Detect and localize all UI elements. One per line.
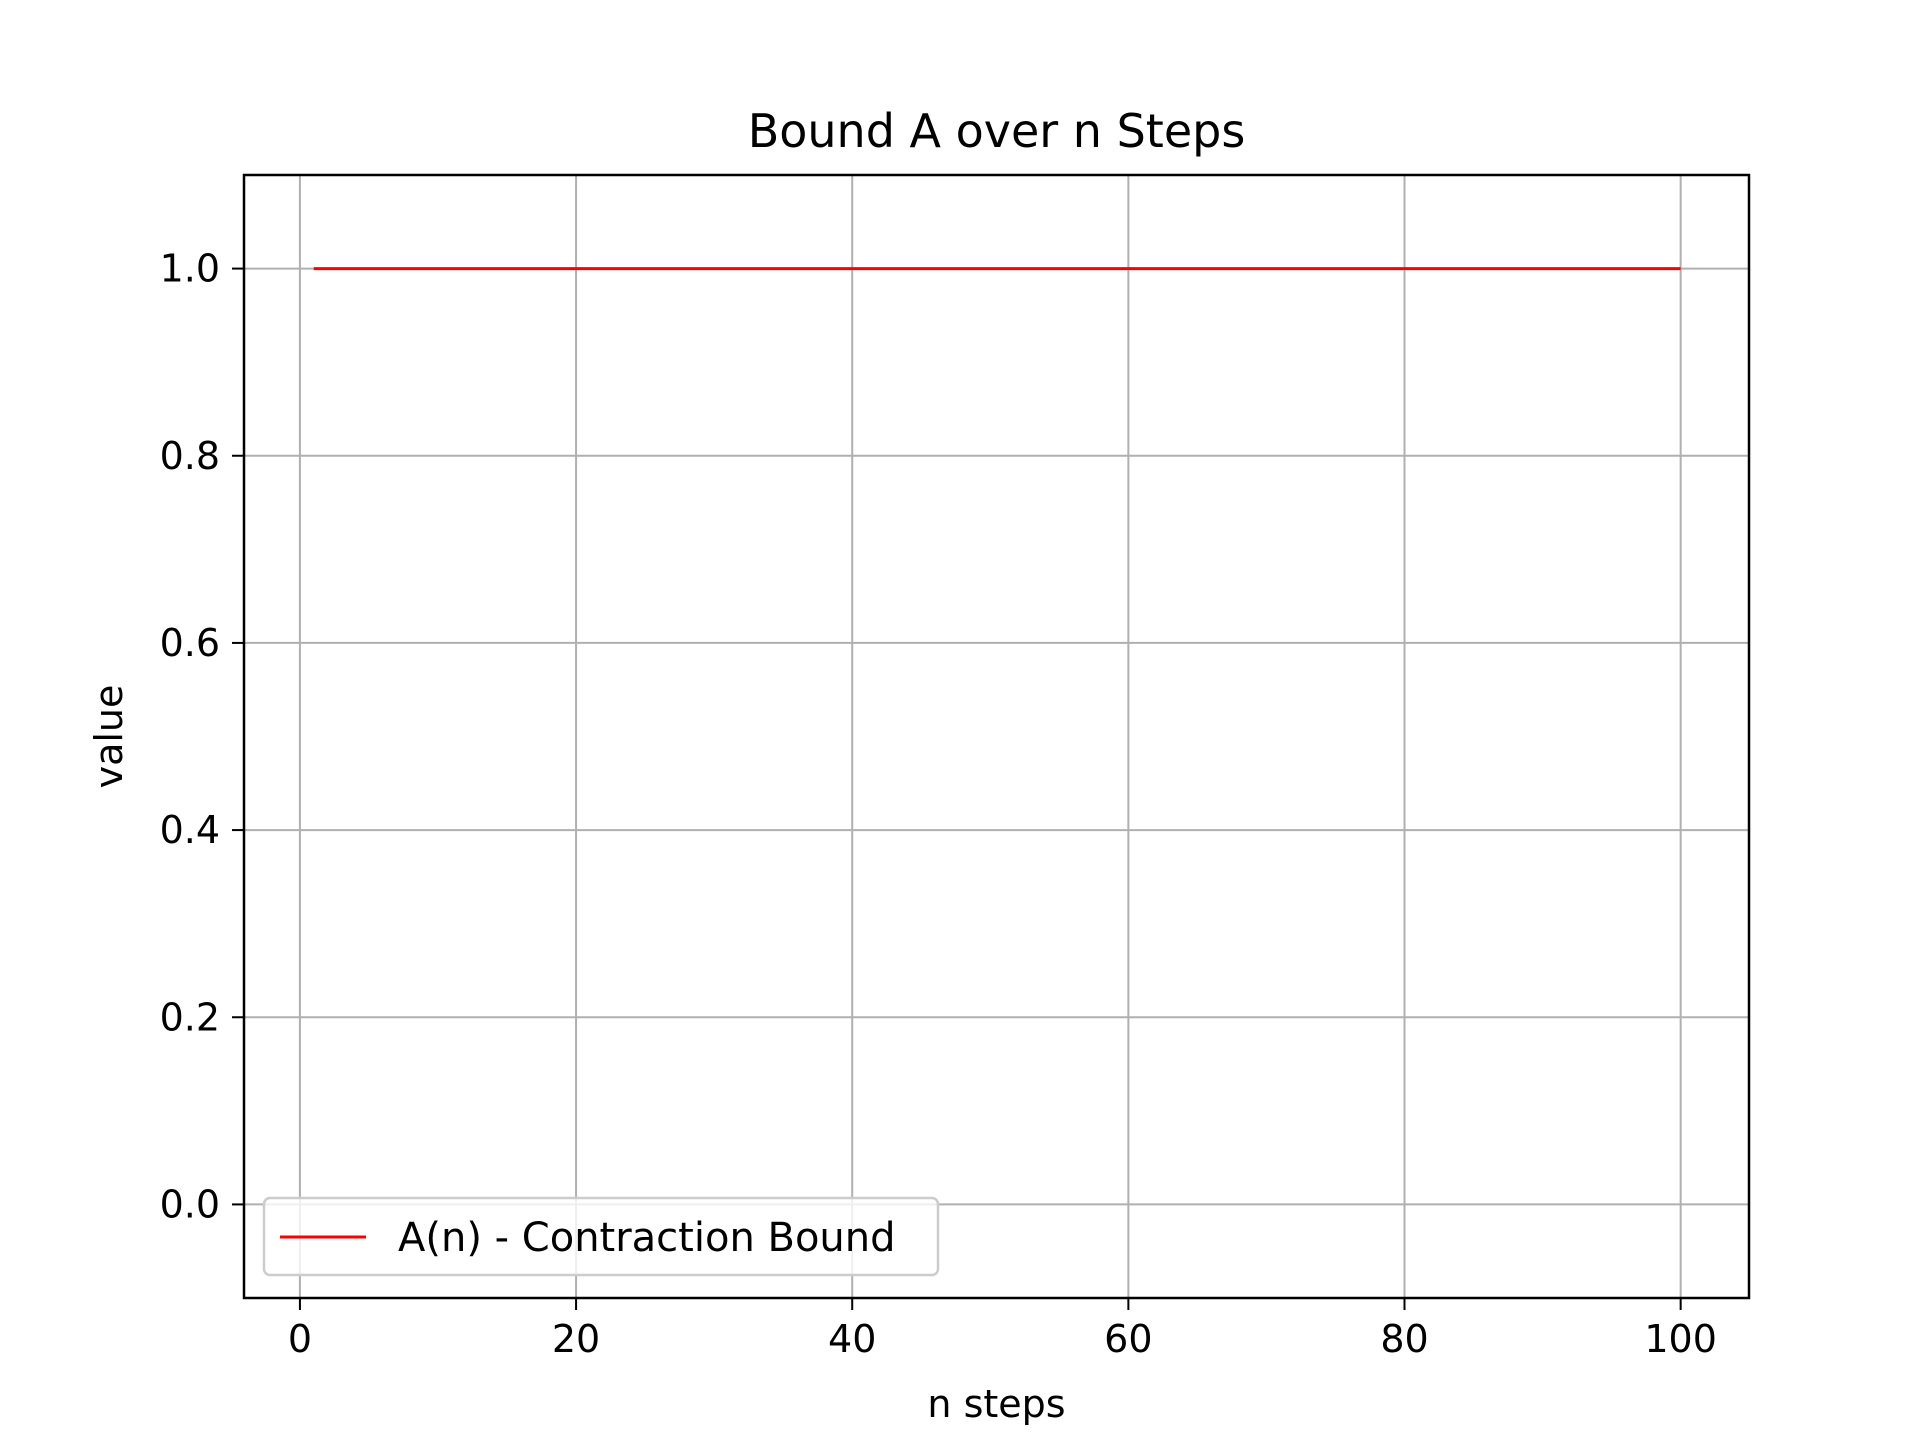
legend-box	[262, 1196, 940, 1277]
x-tick-label: 20	[552, 1317, 600, 1361]
y-tick-label: 0.6	[160, 621, 220, 665]
axis-ticks: 0 20 40 60 80 100 0.0 0.2 0.4 0.6 0.8 1.0	[160, 247, 1717, 1361]
y-tick-label: 0.2	[160, 995, 220, 1039]
y-tick-label: 1.0	[160, 247, 220, 291]
legend: A(n) - Contraction Bound	[262, 1196, 940, 1277]
y-tick-label: 0.4	[160, 808, 220, 852]
x-axis-label: n steps	[927, 1382, 1065, 1426]
plot-area-frame	[242, 173, 1751, 1300]
y-axis-label: value	[87, 685, 131, 789]
x-tick-label: 40	[828, 1317, 876, 1361]
grid-lines	[244, 175, 1749, 1298]
x-tick-label: 60	[1104, 1317, 1152, 1361]
x-tick-label: 80	[1380, 1317, 1428, 1361]
y-tick-label: 0.0	[160, 1182, 220, 1226]
chart-title: Bound A over n Steps	[748, 104, 1246, 158]
x-tick-label: 0	[288, 1317, 312, 1361]
y-tick-label: 0.8	[160, 434, 220, 478]
legend-label-a-n: A(n) - Contraction Bound	[398, 1215, 896, 1261]
x-tick-label: 100	[1644, 1317, 1717, 1361]
